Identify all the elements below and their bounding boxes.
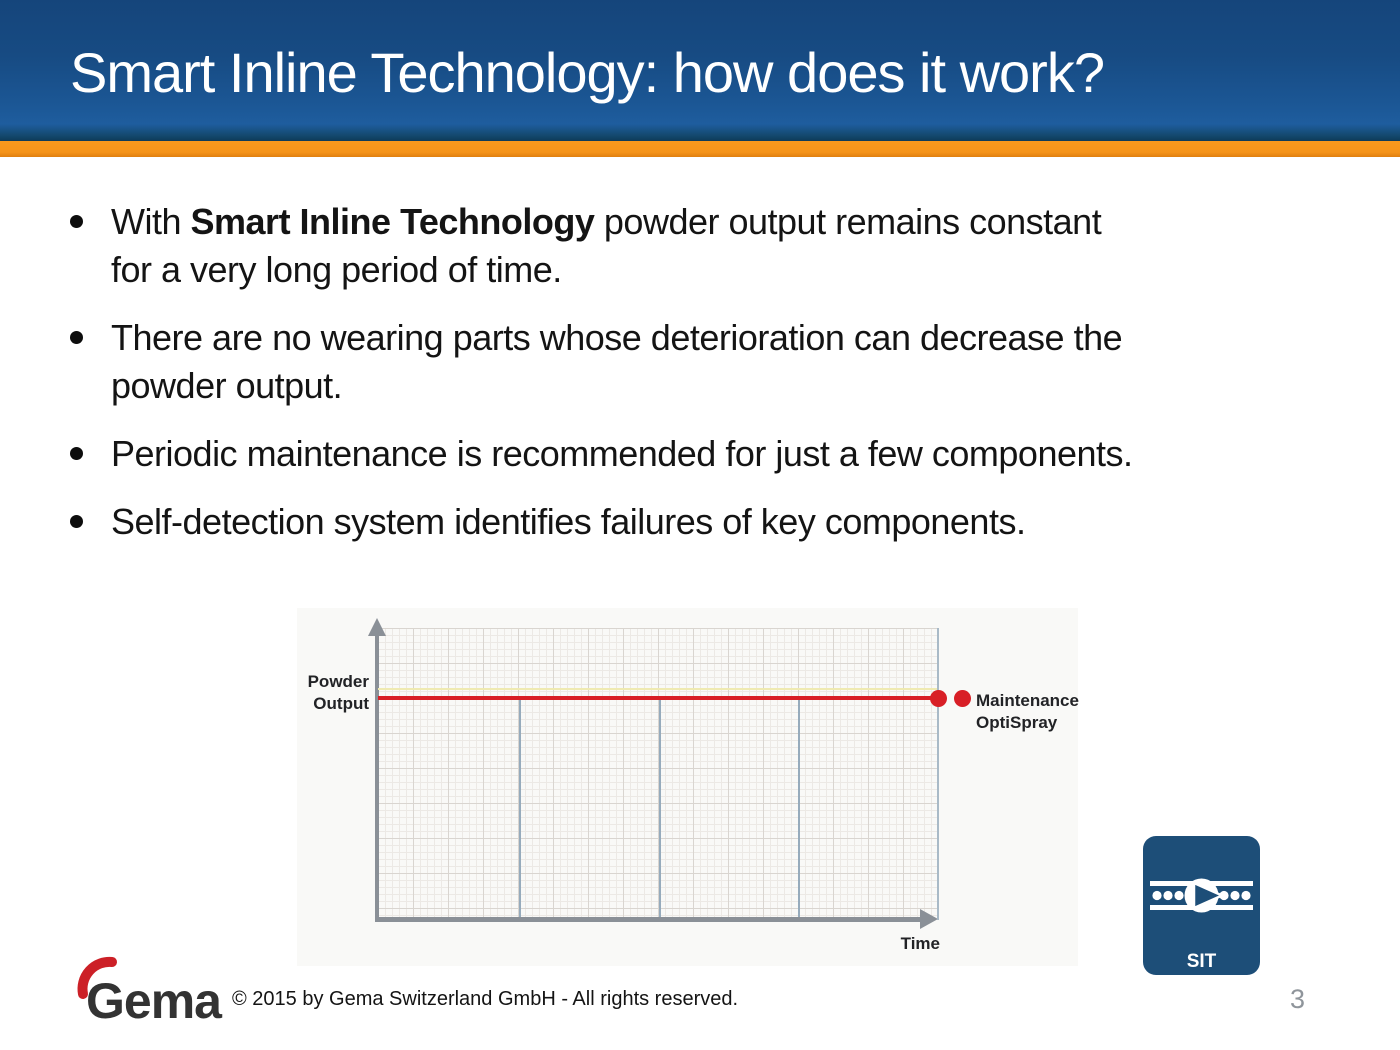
bullet-item: Periodic maintenance is recommended for … xyxy=(70,430,1342,478)
page-number: 3 xyxy=(1290,984,1306,1014)
bullet-text: With Smart Inline Technology powder outp… xyxy=(111,201,1102,290)
time-divider xyxy=(659,700,661,917)
bullet-item: With Smart Inline Technology powder outp… xyxy=(70,198,1342,294)
powder-output-line xyxy=(378,696,940,700)
bullet-dot-icon xyxy=(70,331,83,344)
x-axis-label: Time xyxy=(900,934,940,953)
bullet-item: There are no wearing parts whose deterio… xyxy=(70,314,1342,410)
powder-output-chart: Powder Output Maintenance OptiSpray Time xyxy=(297,608,1079,966)
reference-line xyxy=(378,688,938,690)
time-divider xyxy=(519,700,521,917)
sit-label: SIT xyxy=(1187,951,1217,972)
y-axis-label: Powder Output xyxy=(307,672,369,713)
bullet-dot-icon xyxy=(70,215,83,228)
bullet-text: Self-detection system identifies failure… xyxy=(111,501,1026,542)
bullet-item: Self-detection system identifies failure… xyxy=(70,498,1342,546)
bullet-dot-icon xyxy=(70,447,83,460)
copyright-text: © 2015 by Gema Switzerland GmbH - All ri… xyxy=(232,988,739,1010)
header-banner: Smart Inline Technology: how does it wor… xyxy=(0,0,1400,141)
gema-logo: Gema xyxy=(77,956,224,1028)
x-axis-arrow-icon xyxy=(920,909,938,929)
grid-right-edge xyxy=(937,628,939,920)
legend-label: Maintenance OptiSpray xyxy=(976,691,1079,732)
y-axis xyxy=(375,634,379,921)
bullet-list: With Smart Inline Technology powder outp… xyxy=(70,198,1342,566)
x-axis xyxy=(375,917,923,922)
chart-grid xyxy=(378,628,938,920)
sit-icon: SIT xyxy=(1143,836,1260,975)
accent-bar xyxy=(0,141,1400,157)
legend-dot-icon xyxy=(954,690,971,707)
bullet-dot-icon xyxy=(70,515,83,528)
gema-swoosh-icon xyxy=(77,956,117,999)
time-divider xyxy=(798,700,800,917)
page-title: Smart Inline Technology: how does it wor… xyxy=(70,41,1105,104)
gema-logo-text: Gema xyxy=(86,973,223,1028)
maintenance-point-icon xyxy=(930,690,947,707)
bullet-text: Periodic maintenance is recommended for … xyxy=(111,433,1133,474)
y-axis-arrow-icon xyxy=(368,618,386,636)
bullet-text: There are no wearing parts whose deterio… xyxy=(111,317,1123,406)
